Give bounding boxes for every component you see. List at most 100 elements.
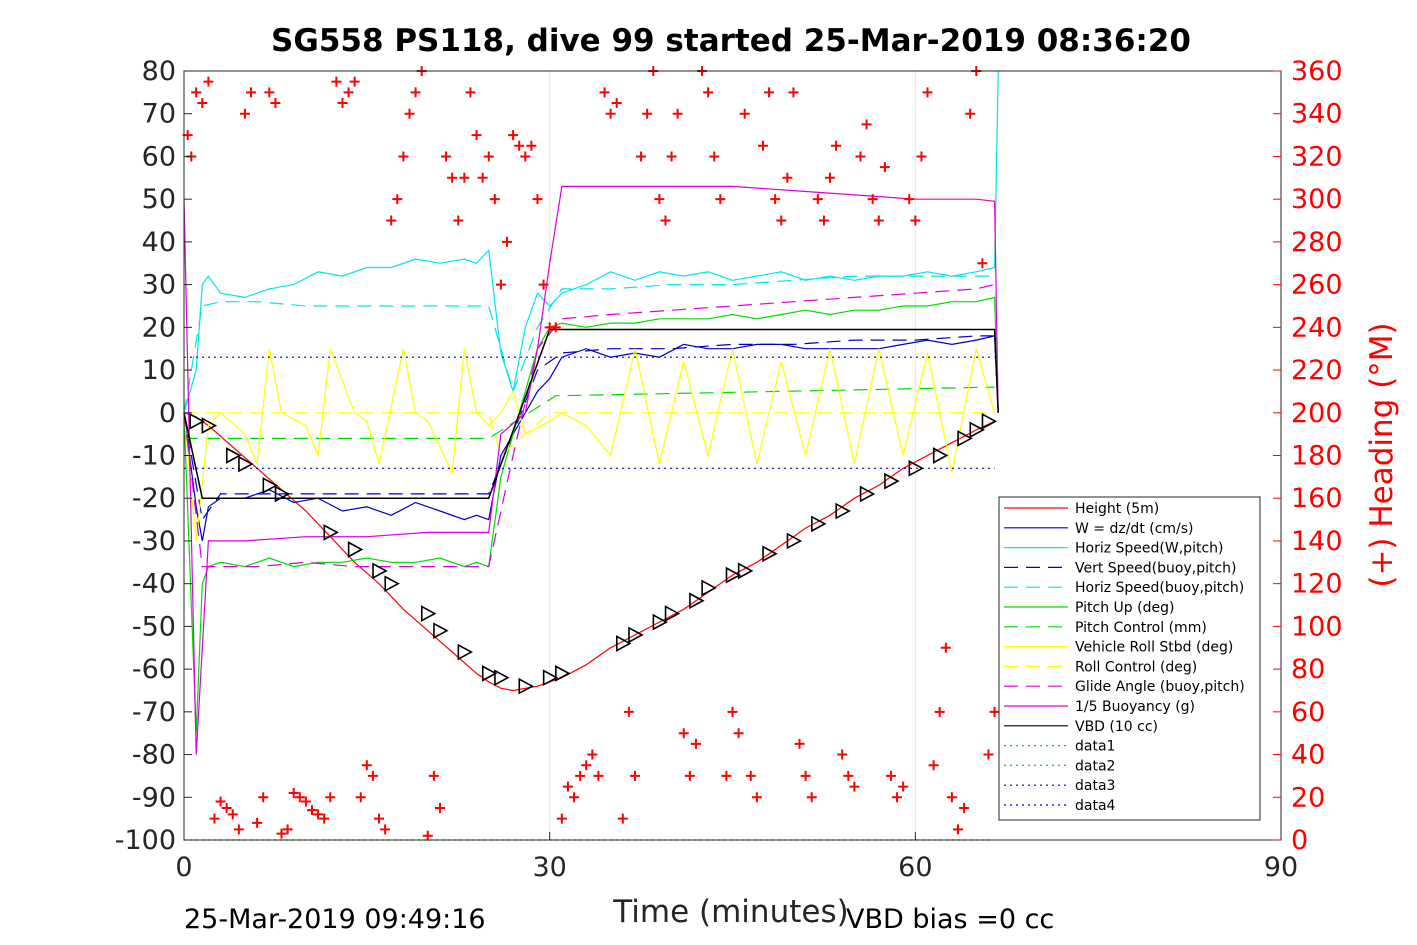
heading-point [636,151,647,162]
x-tick-label: 60 [898,852,932,883]
legend-label-9: Glide Angle (buoy,pitch) [1075,679,1245,695]
heading-point [441,151,452,162]
dive-triangle [274,485,291,503]
heading-point [197,98,208,109]
footer-vbd-bias: VBD bias =0 cc [846,904,1054,935]
dive-triangle [542,669,559,686]
heading-point [605,108,616,119]
heading-point [715,194,726,205]
y-right-tick-label: 260 [1291,270,1343,301]
heading-point [288,788,299,799]
heading-point [233,824,244,835]
dive-triangle [859,485,876,503]
heading-point [459,172,470,183]
y-right-tick-label: 120 [1291,569,1343,600]
heading-point [904,194,915,205]
y-tick-label: -50 [132,611,176,642]
legend-label-13: data2 [1075,758,1115,774]
heading-point [398,151,409,162]
heading-point [520,151,531,162]
dive-triangle [189,412,205,430]
legend-label-5: Pitch Up (deg) [1075,600,1174,616]
heading-point [264,87,275,98]
heading-point [946,792,957,803]
x-axis-label: Time (minutes) [612,894,848,930]
legend-label-6: Pitch Control (mm) [1075,620,1207,636]
heading-point [959,802,970,813]
dive-triangle [932,447,949,464]
y-right-tick-label: 220 [1291,355,1343,386]
heading-point [642,108,653,119]
legend-label-4: Horiz Speed(buoy,pitch) [1075,580,1244,596]
legend-label-1: W = dz/dt (cm/s) [1075,521,1194,537]
heading-point [989,706,1000,717]
y-right-tick-label: 160 [1291,483,1343,514]
y-right-tick-label: 360 [1291,56,1343,87]
heading-point [892,792,903,803]
dive-triangle [957,430,973,447]
dive-triangle [701,579,717,597]
heading-point [873,215,884,226]
heading-point [252,817,263,828]
dive-triangle [457,643,474,661]
heading-point [349,76,360,87]
heading-point [343,87,354,98]
heading-point [495,279,506,290]
heading-point [300,796,311,807]
heading-point [684,770,695,781]
dive-triangle [884,472,900,490]
heading-point [764,87,775,98]
heading-point [916,151,927,162]
heading-point [276,828,287,839]
y-tick-label: 70 [142,99,176,130]
heading-point [282,824,293,835]
y-right-tick-label: 0 [1291,825,1308,856]
heading-point [434,802,445,813]
dive-triangle-markers [189,412,998,695]
heading-point [313,809,324,820]
heading-point [599,87,610,98]
heading-point [593,770,604,781]
legend-label-7: Vehicle Roll Stbd (deg) [1075,640,1233,656]
heading-point [227,809,238,820]
heading-point [562,781,573,792]
heading-point [770,194,781,205]
dive-triangle [494,669,510,686]
heading-point [855,151,866,162]
y-tick-label: -80 [132,740,176,771]
heading-point [965,108,976,119]
heading-point [410,87,421,98]
y-right-tick-label: 320 [1291,141,1343,172]
y-axis-right: 3603403203002802602402202001801601401201… [1273,56,1343,856]
heading-point [380,824,391,835]
dive-triangle [786,532,803,550]
heading-point [209,813,220,824]
dive-triangle [981,412,998,430]
x-tick-label: 0 [175,852,192,883]
heading-point [690,738,701,749]
heading-markers [182,66,1000,841]
heading-point [885,770,896,781]
heading-point [977,258,988,269]
legend-label-11: VBD (10 cc) [1075,719,1158,735]
heading-point [782,172,793,183]
y-tick-label: 40 [142,227,176,258]
heading-point [502,236,513,247]
dive-triangle [384,575,400,593]
heading-point [928,760,939,771]
series-line-7 [183,348,996,541]
heading-point [879,162,890,173]
dive-triangle [225,447,242,464]
dive-triangle [664,605,681,622]
y-right-tick-label: 300 [1291,184,1343,215]
heading-point [654,194,665,205]
heading-point [629,770,640,781]
heading-point [538,279,549,290]
heading-point [940,642,951,653]
heading-point [727,706,738,717]
y-axis-right-label: (+) Heading (°M) [1364,322,1400,587]
dive-triangle [518,677,534,695]
x-axis: 0 30 60 90 [175,832,1298,883]
dive-triangle [835,502,851,520]
dive-triangle [481,665,498,682]
